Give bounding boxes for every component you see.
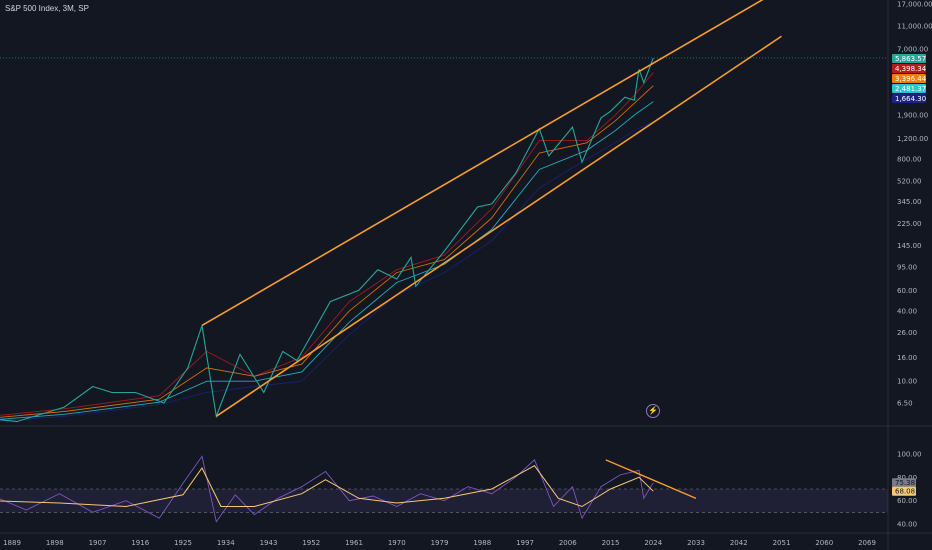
price-tick-label: 6.50 xyxy=(897,400,913,408)
price-series-ma-2 xyxy=(0,85,654,418)
price-tick-label: 145.00 xyxy=(897,242,922,250)
time-tick-label: 1988 xyxy=(473,539,491,547)
rsi-series xyxy=(0,455,654,523)
price-series-main xyxy=(0,57,654,423)
time-tick-label: 1961 xyxy=(345,539,363,547)
price-tick-label: 95.00 xyxy=(897,264,917,272)
price-badge xyxy=(892,93,926,103)
price-badge-label: 3,396.44 xyxy=(895,75,927,83)
rsi-tick-label: 100.00 xyxy=(897,451,922,459)
time-tick-label: 2051 xyxy=(773,539,791,547)
price-tick-label: 520.00 xyxy=(897,177,922,185)
rsi-badge-label: 68.08 xyxy=(895,488,915,496)
rsi-signal-series xyxy=(0,465,654,508)
time-tick-label: 2006 xyxy=(559,539,577,547)
price-tick-label: 11,000.00 xyxy=(897,23,932,31)
price-series-ma-3 xyxy=(0,101,654,420)
chart-title: S&P 500 Index, 3M, SP xyxy=(5,4,89,13)
rsi-tick-label: 40.00 xyxy=(897,521,917,529)
rsi-badge xyxy=(892,478,916,488)
price-tick-label: 40.00 xyxy=(897,307,917,315)
price-tick-label: 1,200.00 xyxy=(897,135,928,143)
price-badge xyxy=(892,53,926,63)
time-tick-label: 1898 xyxy=(46,539,64,547)
time-tick-label: 1925 xyxy=(174,539,192,547)
price-badge-label: 4,398.34 xyxy=(895,65,927,73)
price-badge-label: 2,481.37 xyxy=(895,85,926,93)
rsi-badge xyxy=(892,486,916,496)
price-tick-label: 7,000.00 xyxy=(897,45,928,53)
rsi-tick-label: 60.00 xyxy=(897,497,917,505)
price-trendline-2 xyxy=(215,35,782,417)
price-tick-label: 800.00 xyxy=(897,155,922,163)
price-tick-label: 60.00 xyxy=(897,287,917,295)
price-series-ma-1 xyxy=(0,72,654,416)
time-tick-label: 1889 xyxy=(3,539,21,547)
rsi-badge-label: 75.38 xyxy=(895,479,915,487)
price-tick-label: 16.00 xyxy=(897,354,917,362)
price-badge xyxy=(892,63,926,73)
time-tick-label: 2024 xyxy=(644,539,662,547)
price-tick-label: 1,900.00 xyxy=(897,112,928,120)
price-tick-label: 10.00 xyxy=(897,378,917,386)
price-tick-label: 345.00 xyxy=(897,198,922,206)
time-tick-label: 1979 xyxy=(431,539,449,547)
time-tick-label: 1907 xyxy=(89,539,107,547)
price-tick-label: 26.00 xyxy=(897,329,917,337)
time-tick-label: 2033 xyxy=(687,539,705,547)
time-tick-label: 1970 xyxy=(388,539,406,547)
time-tick-label: 1997 xyxy=(516,539,534,547)
rsi-trendline-1 xyxy=(605,459,697,499)
time-tick-label: 1952 xyxy=(302,539,320,547)
rsi-tick-label: 80.00 xyxy=(897,474,917,482)
time-tick-label: 2015 xyxy=(602,539,620,547)
time-tick-label: 1916 xyxy=(131,539,149,547)
flash-icon[interactable]: ⚡ xyxy=(646,404,660,418)
time-tick-label: 1934 xyxy=(217,539,235,547)
price-badge xyxy=(892,73,926,83)
price-tick-label: 225.00 xyxy=(897,220,922,228)
time-tick-label: 2042 xyxy=(730,539,748,547)
price-trendline-1 xyxy=(201,0,764,327)
time-tick-label: 2069 xyxy=(858,539,876,547)
time-tick-label: 2060 xyxy=(815,539,833,547)
price-badge-label: 5,863.57 xyxy=(895,55,926,63)
price-badge-label: 1,664.30 xyxy=(895,95,926,103)
price-badge xyxy=(892,83,926,93)
time-tick-label: 1943 xyxy=(260,539,278,547)
price-series-ma-4 xyxy=(0,121,654,422)
price-tick-label: 17,000.00 xyxy=(897,1,932,9)
